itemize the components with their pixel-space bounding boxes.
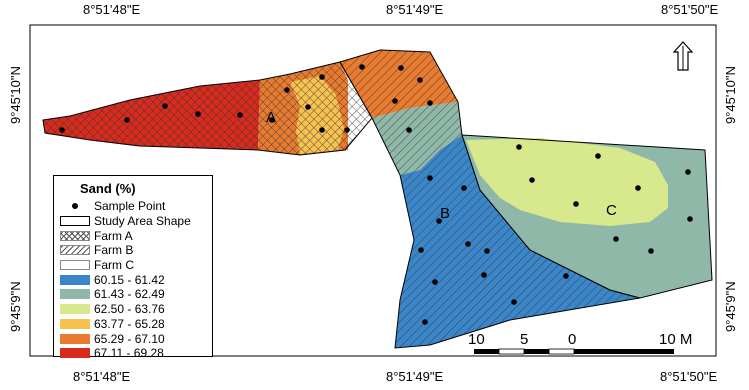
farm-a-label: A [266, 109, 277, 126]
sample-point-icon [60, 203, 90, 210]
sample-point [422, 319, 428, 325]
legend-class-4: 65.29 - 67.10 [60, 331, 206, 346]
legend-sample-point: Sample Point [60, 199, 206, 214]
legend-classes: 60.15 - 61.42 61.43 - 62.49 62.50 - 63.76 6… [60, 272, 206, 360]
legend-farm-a: Farm A [60, 228, 206, 243]
coord-bottom-1: 8°51'48"E [73, 369, 131, 384]
sample-point [436, 218, 442, 224]
coord-left-2: 9°45'9"N [8, 281, 23, 332]
sample-point [417, 77, 423, 83]
sample-point [481, 272, 487, 278]
scale-label-10: 10 [468, 331, 485, 348]
sample-point [573, 201, 579, 207]
sample-point [406, 127, 412, 133]
sample-point [124, 117, 130, 123]
sample-point [59, 127, 65, 133]
legend-sample-point-label: Sample Point [94, 199, 166, 214]
legend-class-label: 60.15 - 61.42 [94, 272, 165, 287]
sample-point [284, 87, 290, 93]
sample-point [344, 127, 350, 133]
sample-point [269, 117, 275, 123]
coord-left-1: 9°45'10"N [8, 66, 23, 124]
sample-point [484, 248, 490, 254]
scale-bar [474, 348, 674, 355]
coord-top-3: 8°51'50"E [661, 2, 719, 17]
coord-top-1: 8°51'48"E [83, 2, 141, 17]
coord-right-2: 9°45'9"N [723, 281, 738, 332]
sample-point [359, 64, 365, 70]
sample-point [427, 175, 433, 181]
legend-class-swatch [60, 289, 90, 300]
zone-c-yellowgreen [466, 138, 668, 226]
farm-a-swatch [60, 230, 90, 241]
legend-class-swatch [60, 274, 90, 285]
farm-c-label: C [606, 202, 617, 219]
legend-farm-a-label: Farm A [94, 228, 133, 243]
sample-point [465, 241, 471, 247]
legend-class-label: 67.11 - 69.28 [94, 346, 164, 361]
farm-a [42, 61, 373, 156]
legend-farm-c-label: Farm C [94, 258, 134, 273]
legend-class-2: 62.50 - 63.76 [60, 302, 206, 317]
sample-point [529, 177, 535, 183]
farm-b-swatch [60, 245, 90, 256]
legend-class-swatch [60, 318, 90, 329]
coord-right-1: 9°45'10"N [723, 66, 738, 124]
legend-study-area: Study Area Shape [60, 214, 206, 229]
sample-point [563, 273, 569, 279]
sample-point [162, 103, 168, 109]
coord-bottom-3: 8°51'50"E [660, 369, 718, 384]
legend-class-3: 63.77 - 65.28 [60, 317, 206, 332]
legend-class-swatch [60, 304, 90, 315]
sample-point [398, 65, 404, 71]
study-area-swatch [60, 216, 90, 227]
sample-point [432, 279, 438, 285]
sample-point [511, 299, 517, 305]
sample-point [516, 144, 522, 150]
sample-point [319, 127, 325, 133]
legend-title: Sand (%) [80, 181, 136, 196]
legend-farm-b-label: Farm B [94, 243, 134, 258]
sample-point [319, 74, 325, 80]
farm-c-swatch [60, 260, 90, 271]
legend-class-swatch [60, 333, 90, 344]
legend-class-label: 63.77 - 65.28 [94, 316, 165, 331]
scale-label-5: 5 [520, 331, 529, 348]
sample-point [595, 153, 601, 159]
sample-point [427, 100, 433, 106]
legend-farm-c: Farm C [60, 258, 206, 273]
sample-points [59, 64, 693, 325]
sample-point [461, 185, 467, 191]
farm-c-outline [461, 134, 713, 299]
legend-class-label: 62.50 - 63.76 [94, 302, 165, 317]
farm-b-label: B [440, 205, 451, 222]
sample-point [305, 104, 311, 110]
legend-class-swatch [60, 348, 90, 359]
coord-top-2: 8°51'49"E [386, 2, 444, 17]
sample-point [648, 248, 654, 254]
coord-bottom-2: 8°51'49"E [386, 369, 444, 384]
legend-class-5: 67.11 - 69.28 [60, 346, 206, 361]
farm-a-outline [42, 61, 373, 156]
sample-point [418, 247, 424, 253]
scale-label-0: 0 [568, 331, 577, 348]
legend: Sand (%) Sample Point Study Area Shape F… [53, 175, 213, 360]
legend-study-area-label: Study Area Shape [94, 214, 191, 229]
legend-class-1: 61.43 - 62.49 [60, 287, 206, 302]
sample-point [392, 98, 398, 104]
sample-point [635, 185, 641, 191]
sample-point [237, 112, 243, 118]
legend-class-label: 61.43 - 62.49 [94, 287, 165, 302]
scale-label-10m: 10 M [659, 331, 693, 348]
legend-class-0: 60.15 - 61.42 [60, 272, 206, 287]
sample-point [195, 111, 201, 117]
legend-class-label: 65.29 - 67.10 [94, 331, 165, 346]
sample-point [685, 169, 691, 175]
legend-farm-b: Farm B [60, 243, 206, 258]
farm-c [461, 134, 713, 299]
sample-point [613, 236, 619, 242]
north-arrow-icon [672, 41, 694, 71]
sample-point [687, 216, 693, 222]
